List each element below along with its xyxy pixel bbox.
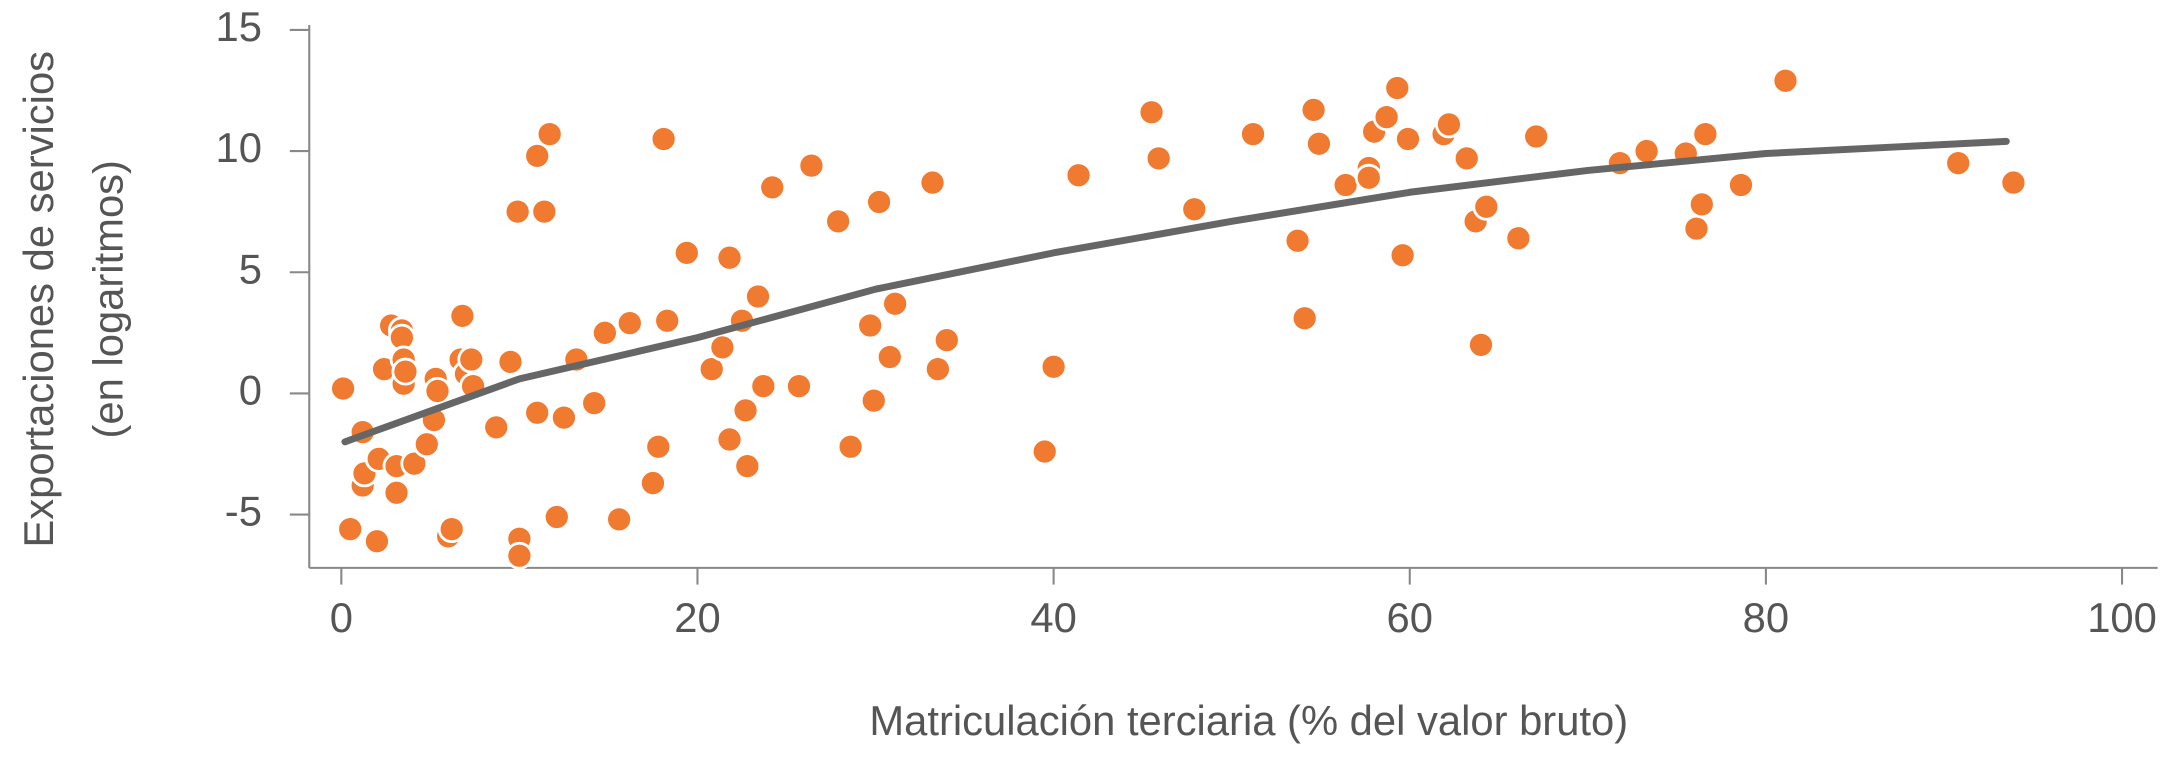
point xyxy=(797,151,826,180)
point xyxy=(1039,352,1068,381)
point xyxy=(523,398,552,427)
point xyxy=(482,413,511,442)
x-axis-label: Matriculación terciaria (% del valor bru… xyxy=(869,697,1628,744)
y-tick-label: 5 xyxy=(239,245,262,292)
point xyxy=(1682,214,1711,243)
point xyxy=(530,197,559,226)
point xyxy=(457,345,486,374)
x-tick-label: 100 xyxy=(2087,594,2157,641)
point xyxy=(615,309,644,338)
point xyxy=(1299,95,1328,124)
point xyxy=(639,469,667,497)
point xyxy=(923,355,952,384)
point xyxy=(881,289,910,318)
x-tick-label: 20 xyxy=(674,594,720,641)
point xyxy=(590,318,619,347)
point xyxy=(382,478,411,507)
point xyxy=(749,372,778,401)
point xyxy=(1144,144,1173,173)
point xyxy=(448,301,477,330)
point xyxy=(542,503,571,531)
y-tick-label: 0 xyxy=(239,366,262,413)
point xyxy=(329,374,358,403)
point xyxy=(391,357,420,386)
point xyxy=(503,197,532,226)
point xyxy=(644,432,673,461)
point xyxy=(1354,163,1383,192)
point xyxy=(715,243,744,272)
point xyxy=(1372,103,1401,132)
point xyxy=(1687,190,1716,219)
point xyxy=(731,396,760,425)
point xyxy=(649,125,678,153)
point xyxy=(1632,137,1661,165)
point xyxy=(1383,74,1412,102)
point xyxy=(697,355,726,384)
x-tick-label: 60 xyxy=(1387,594,1433,641)
point xyxy=(535,120,564,149)
point xyxy=(744,282,772,311)
point xyxy=(672,238,701,267)
point xyxy=(1522,122,1551,151)
y-tick-label: -5 xyxy=(225,488,262,535)
point xyxy=(1180,195,1209,224)
point xyxy=(859,386,888,415)
x-tick-label: 0 xyxy=(330,594,353,641)
point xyxy=(1239,120,1267,149)
trend-line xyxy=(341,137,2010,446)
point xyxy=(708,333,737,362)
point xyxy=(580,389,609,418)
point xyxy=(875,343,904,371)
y-axis-label: Exportaciones de servicios xyxy=(15,51,62,548)
point xyxy=(1290,304,1319,333)
point xyxy=(1771,66,1800,95)
point xyxy=(1435,110,1463,139)
point xyxy=(1727,171,1755,199)
point xyxy=(1137,98,1166,127)
point xyxy=(437,515,466,544)
point xyxy=(1030,437,1059,466)
x-tick-label: 80 xyxy=(1743,594,1789,641)
point xyxy=(715,425,744,454)
y-tick-label: 10 xyxy=(215,124,261,171)
point xyxy=(1467,331,1495,359)
point xyxy=(505,541,534,570)
point xyxy=(918,168,947,197)
y-tick-label: 15 xyxy=(215,3,261,50)
point xyxy=(1944,149,1973,178)
point xyxy=(605,505,634,534)
point xyxy=(523,141,552,170)
point xyxy=(836,432,865,461)
y-axis-label: (en logaritmos) xyxy=(85,160,132,438)
point xyxy=(423,377,452,405)
point xyxy=(1691,120,1720,149)
point xyxy=(1999,168,2028,197)
point xyxy=(1283,226,1312,255)
point xyxy=(1452,144,1481,173)
point xyxy=(336,515,365,544)
point xyxy=(1305,129,1333,158)
x-tick-label: 40 xyxy=(1030,594,1076,641)
point xyxy=(1504,224,1533,253)
point xyxy=(1388,241,1417,270)
point xyxy=(785,372,813,401)
point xyxy=(1472,192,1501,221)
point xyxy=(865,188,894,216)
point xyxy=(496,347,525,376)
point xyxy=(400,449,429,478)
point xyxy=(549,403,578,432)
point xyxy=(363,527,391,556)
point xyxy=(824,207,853,236)
point xyxy=(1331,171,1360,199)
point xyxy=(653,306,682,335)
point xyxy=(1064,161,1093,190)
point xyxy=(412,430,441,459)
point xyxy=(733,452,762,481)
point xyxy=(856,311,885,340)
point xyxy=(758,173,787,202)
point xyxy=(932,326,961,355)
point xyxy=(1394,125,1422,153)
